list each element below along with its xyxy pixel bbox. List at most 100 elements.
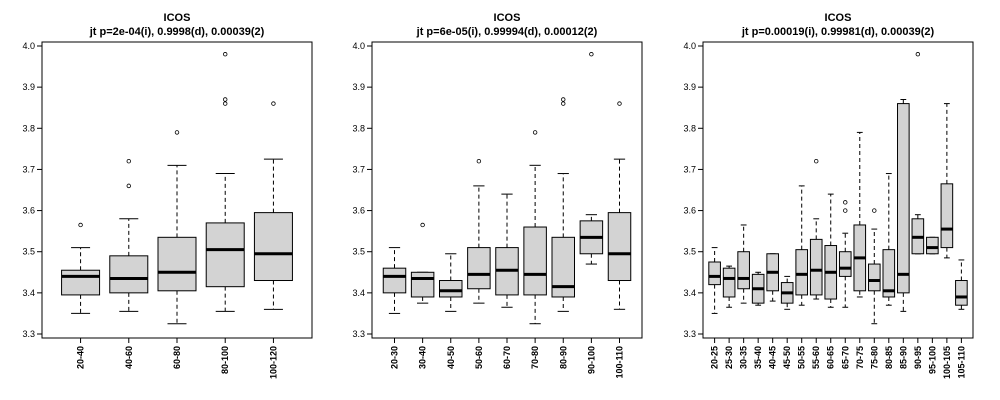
y-tick-label: 3.6 — [683, 206, 696, 216]
outlier-point — [532, 130, 538, 135]
box-iqr — [61, 269, 101, 296]
outlier-point — [126, 183, 131, 189]
x-tick-label: 60-65 — [826, 346, 836, 369]
y-tick-label: 3.3 — [352, 329, 365, 339]
box-30-40 — [410, 222, 435, 304]
box-iqr — [551, 236, 575, 298]
x-tick-label: 70-75 — [855, 346, 865, 369]
x-tick-label: 100-120 — [268, 346, 278, 379]
y-tick-label: 3.9 — [22, 82, 35, 92]
y-tick-label: 4.0 — [352, 41, 365, 51]
outlier-point — [561, 97, 566, 102]
y-tick-label: 3.7 — [22, 164, 35, 174]
y-tick-label: 3.5 — [22, 247, 35, 257]
x-tick-label: 70-80 — [530, 346, 540, 369]
box-iqr — [467, 247, 491, 290]
box-iqr — [205, 222, 245, 288]
chart-panel-1: ICOS jt p=2e-04(i), 0.9998(d), 0.00039(2)… — [22, 12, 313, 379]
x-tick-label: 40-45 — [768, 346, 778, 369]
box-75-80 — [867, 208, 881, 325]
box-105-110 — [955, 259, 968, 310]
outlier-point — [420, 222, 425, 228]
x-tick-label: 105-110 — [956, 346, 966, 379]
chart-panel-2: ICOS jt p=6e-05(i), 0.99994(d), 0.00012(2… — [352, 12, 643, 379]
outlier-point — [271, 101, 276, 106]
box-iqr — [737, 251, 750, 290]
box-55-60 — [809, 158, 823, 300]
y-tick-label: 3.8 — [683, 123, 696, 133]
outlier-point — [126, 158, 131, 164]
y-tick-label: 3.4 — [352, 288, 365, 298]
outlier-point — [617, 101, 622, 106]
y-tick-label: 3.4 — [683, 288, 696, 298]
outlier-point — [589, 52, 594, 57]
y-tick-label: 4.0 — [22, 41, 35, 51]
outlier-point — [223, 97, 228, 102]
plot-frame — [702, 41, 974, 339]
box-60-65 — [824, 193, 838, 308]
x-tick-label: 50-60 — [474, 346, 484, 369]
y-tick-label: 3.7 — [352, 164, 365, 174]
x-tick-label: 40-50 — [446, 346, 456, 369]
x-tick-label: 25-30 — [724, 346, 734, 369]
y-tick-label: 3.3 — [683, 329, 696, 339]
y-tick-label: 3.6 — [22, 206, 35, 216]
outlier-point — [814, 158, 819, 164]
box-iqr — [439, 280, 463, 298]
y-tick-label: 3.9 — [683, 82, 696, 92]
x-tick-label: 50-55 — [797, 346, 807, 369]
box-60-70 — [495, 193, 519, 308]
box-iqr — [795, 249, 809, 296]
box-25-30 — [722, 265, 736, 308]
outlier-point — [223, 101, 228, 106]
outlier-point — [843, 200, 848, 205]
box-iqr — [157, 236, 197, 292]
box-50-60 — [467, 158, 491, 304]
box-iqr — [253, 212, 293, 282]
box-iqr — [809, 238, 823, 296]
x-tick-label: 95-100 — [927, 346, 937, 374]
outlier-point — [561, 101, 566, 106]
y-tick-label: 3.5 — [683, 247, 696, 257]
box-iqr — [109, 255, 149, 294]
box-100-110 — [607, 101, 632, 310]
y-tick-label: 3.8 — [352, 123, 365, 133]
x-tick-label: 60-70 — [502, 346, 512, 369]
x-tick-label: 85-90 — [898, 346, 908, 369]
y-tick-label: 3.5 — [352, 247, 365, 257]
x-tick-label: 100-110 — [615, 346, 625, 379]
x-tick-label: 65-70 — [840, 346, 850, 369]
y-tick-label: 3.4 — [22, 288, 35, 298]
box-100-120 — [253, 101, 293, 310]
box-85-90 — [897, 98, 910, 312]
y-tick-label: 3.7 — [683, 164, 696, 174]
outlier-point — [872, 208, 877, 213]
chart-subtitle: jt p=6e-05(i), 0.99994(d), 0.00012(2) — [416, 26, 598, 38]
x-tick-label: 80-90 — [558, 346, 568, 369]
box-iqr — [926, 236, 939, 255]
x-tick-label: 20-30 — [390, 346, 400, 369]
y-tick-label: 3.6 — [352, 206, 365, 216]
x-tick-label: 20-25 — [710, 346, 720, 369]
box-iqr — [955, 280, 968, 306]
box-iqr — [882, 249, 896, 298]
chart-panel-3: ICOS jt p=0.00019(i), 0.99981(d), 0.00039… — [683, 12, 974, 379]
box-iqr — [897, 103, 910, 294]
outlier-point — [78, 222, 83, 228]
outlier-point — [843, 208, 848, 213]
box-80-90 — [551, 97, 575, 312]
y-tick-label: 3.9 — [352, 82, 365, 92]
box-iqr — [607, 212, 632, 282]
x-tick-label: 80-100 — [220, 346, 230, 374]
box-iqr — [382, 267, 407, 294]
box-iqr — [838, 251, 852, 277]
box-100-105 — [940, 103, 954, 259]
y-tick-label: 4.0 — [683, 41, 696, 51]
chart-subtitle: jt p=0.00019(i), 0.99981(d), 0.00039(2) — [741, 26, 935, 38]
box-40-60 — [109, 158, 149, 312]
chart-title: ICOS — [494, 12, 521, 24]
chart-title: ICOS — [164, 12, 191, 24]
box-iqr — [867, 263, 881, 292]
outlier-point — [174, 130, 180, 135]
box-20-40 — [61, 222, 101, 314]
